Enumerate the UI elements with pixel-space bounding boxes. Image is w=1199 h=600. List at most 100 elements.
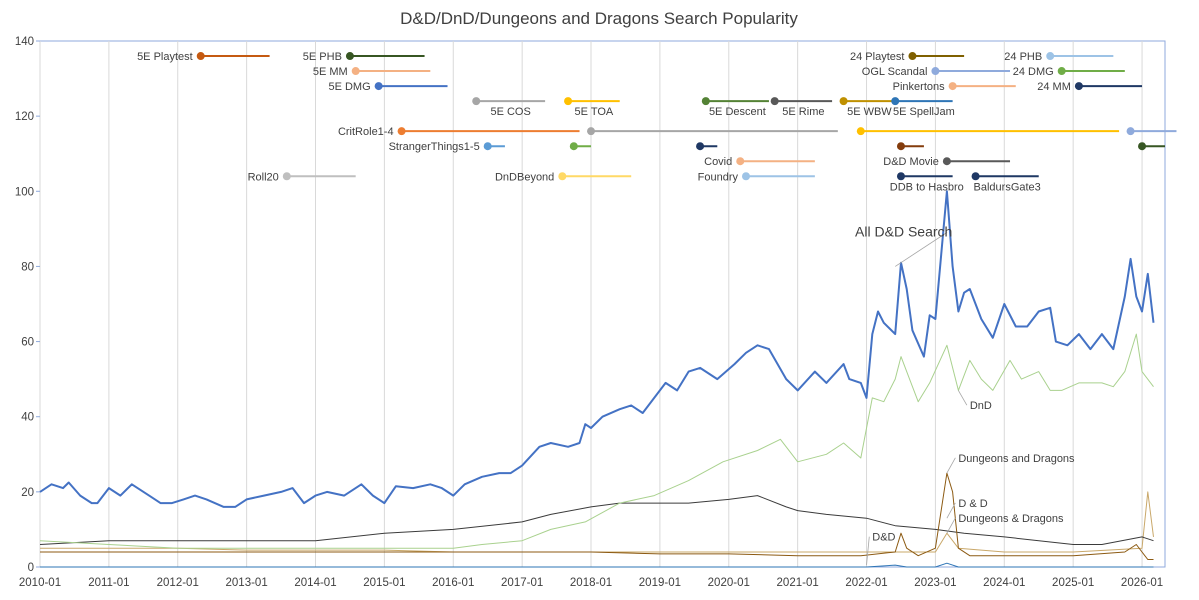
event-dot [564, 97, 573, 106]
series-leader-line [895, 232, 948, 267]
event-dot [1126, 127, 1135, 136]
event-label: Foundry [698, 171, 739, 183]
y-tick-label: 60 [21, 337, 34, 349]
event-dot [891, 97, 900, 106]
event-label: D&D Movie [883, 156, 939, 168]
event-label: 5E PHB [303, 51, 342, 63]
x-tick-label: 2023-01 [914, 577, 956, 589]
event-dot [896, 172, 905, 181]
y-tick-label: 20 [21, 487, 34, 499]
x-tick-label: 2017-01 [501, 577, 543, 589]
x-tick-label: 2024-01 [983, 577, 1025, 589]
event-label: 5E DMG [328, 81, 370, 93]
event-dot [908, 52, 917, 61]
y-tick-label: 100 [15, 186, 34, 198]
series-label: Dungeons and Dragons [958, 453, 1075, 465]
y-axis: 0 20 40 60 80 100 120 140 [15, 36, 40, 574]
event-label: 5E MM [313, 66, 348, 78]
y-tick-label: 120 [15, 111, 34, 123]
series-label: All D&D Search [855, 223, 952, 239]
event-label: 5E Rime [782, 106, 824, 118]
gridlines [39, 40, 1166, 568]
x-tick-label: 2015-01 [363, 577, 405, 589]
event-label: Roll20 [248, 171, 279, 183]
series-leader-line [946, 517, 956, 534]
event-dot [948, 82, 957, 91]
x-tick-label: 2011-01 [88, 577, 129, 589]
event-dot [196, 52, 205, 61]
x-axis: 2010-01 2011-01 2012-01 2013-01 2014-01 2015-… [19, 577, 1163, 589]
event-dot [942, 157, 951, 166]
series-leader-line [946, 457, 956, 474]
event-label: 5E COS [490, 106, 530, 118]
event-label: 5E WBW [847, 106, 892, 118]
event-dot [736, 157, 745, 166]
series-line [40, 491, 1154, 553]
event-dot [397, 127, 406, 136]
series-lines [39, 190, 1155, 568]
event-dot [896, 142, 905, 151]
series-label: D & D [958, 498, 987, 510]
event-dot [483, 142, 492, 151]
x-tick-label: 2013-01 [226, 577, 268, 589]
event-label: StrangerThings1-5 [389, 141, 480, 153]
y-tick-label: 40 [21, 412, 34, 424]
event-label: Pinkertons [893, 81, 945, 93]
event-dot [696, 142, 705, 151]
x-tick-label: 2025-01 [1052, 577, 1094, 589]
event-dot [282, 172, 291, 181]
event-dot [1057, 67, 1066, 76]
series-line [39, 495, 1154, 545]
series-label: DnD [970, 400, 992, 412]
x-tick-label: 2016-01 [432, 577, 474, 589]
event-dot [1138, 142, 1147, 151]
series-labels: All D&D Search DnD Dungeons and Dragons D &… [855, 223, 1075, 566]
event-label: 5E SpellJam [893, 106, 955, 118]
y-tick-label: 0 [28, 562, 34, 574]
event-dot [1074, 82, 1083, 91]
x-tick-label: 2010-01 [19, 577, 61, 589]
x-tick-label: 2020-01 [708, 577, 750, 589]
event-label: 24 MM [1037, 81, 1071, 93]
series-label: Dungeons & Dragons [958, 513, 1064, 525]
event-dot [931, 67, 940, 76]
event-label: CritRole1-4 [338, 126, 394, 138]
event-dot [839, 97, 848, 106]
series-leader-line [866, 536, 870, 566]
series-label: D&D [872, 532, 895, 544]
event-label: DnDBeyond [495, 171, 554, 183]
event-label: 5E TOA [575, 106, 614, 118]
series-leader-line [946, 502, 956, 519]
x-tick-label: 2026-01 [1121, 577, 1163, 589]
event-label: BaldursGate3 [974, 181, 1041, 193]
series-leader-line [958, 390, 968, 406]
event-dot [569, 142, 578, 151]
event-label: DDB to Hasbro [890, 181, 964, 193]
event-dot [1046, 52, 1055, 61]
event-dot [971, 172, 980, 181]
event-dot [856, 127, 865, 136]
plot-border [39, 40, 1166, 568]
event-dot [351, 67, 360, 76]
series-line [40, 562, 1154, 568]
event-label: 5E Playtest [137, 51, 193, 63]
x-tick-label: 2022-01 [845, 577, 887, 589]
event-dot [345, 52, 354, 61]
event-label: 24 Playtest [850, 51, 904, 63]
x-tick-label: 2021-01 [777, 577, 819, 589]
y-tick-label: 140 [15, 36, 34, 48]
y-tick-label: 80 [21, 261, 34, 273]
chart-title: D&D/DnD/Dungeons and Dragons Search Popu… [400, 9, 798, 28]
event-label: Covid [704, 156, 732, 168]
event-dot [374, 82, 383, 91]
series-line [39, 333, 1154, 549]
series-line [39, 190, 1155, 508]
series-line [40, 472, 1154, 560]
event-dot [558, 172, 567, 181]
event-label: 24 DMG [1013, 66, 1054, 78]
x-tick-label: 2012-01 [157, 577, 199, 589]
x-tick-label: 2019-01 [639, 577, 681, 589]
event-label: 24 PHB [1004, 51, 1042, 63]
